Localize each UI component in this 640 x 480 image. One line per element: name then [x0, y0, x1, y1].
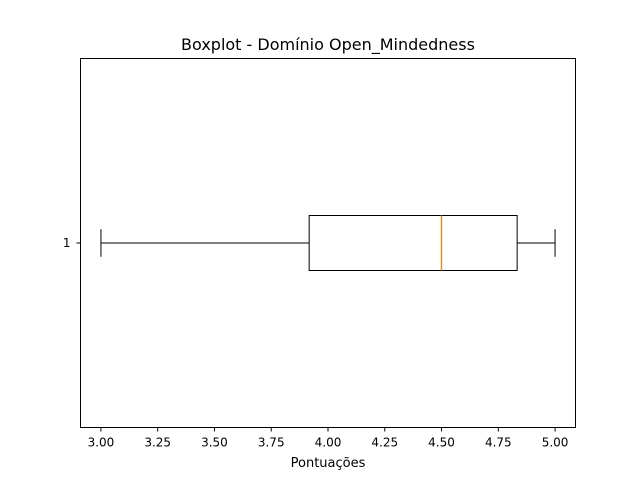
y-tick-label: 1 — [63, 236, 71, 250]
box-group — [100, 215, 556, 271]
x-tick-label: 5.00 — [542, 436, 569, 450]
x-tick-label: 4.00 — [315, 436, 342, 450]
chart-title: Boxplot - Domínio Open_Mindedness — [181, 35, 475, 55]
x-tick-label: 3.75 — [258, 436, 285, 450]
x-tick-label: 4.75 — [485, 436, 512, 450]
x-tick-label: 3.50 — [201, 436, 228, 450]
x-tick-label: 3.00 — [88, 436, 115, 450]
x-tick-label: 4.25 — [371, 436, 398, 450]
iqr-box — [308, 215, 518, 271]
x-axis-label: Pontuações — [291, 456, 366, 471]
plot-area — [100, 215, 556, 271]
x-tick-label: 4.50 — [428, 436, 455, 450]
x-tick-label: 3.25 — [144, 436, 171, 450]
